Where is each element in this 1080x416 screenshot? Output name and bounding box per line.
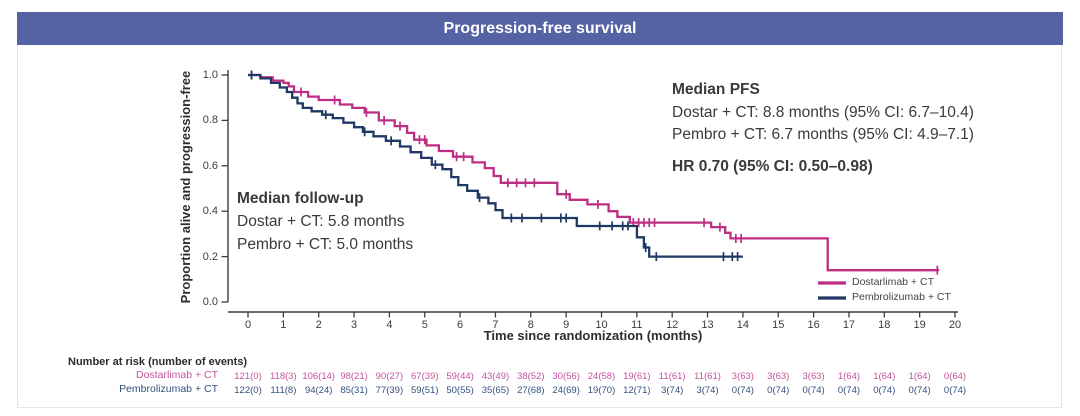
median-pfs-line: Dostar + CT: 8.8 months (95% CI: 6.7–10.…	[672, 103, 974, 121]
risk-cell: 0(74)	[731, 384, 754, 396]
risk-cell: 0(74)	[767, 384, 790, 396]
risk-cell: 11(61)	[694, 370, 721, 382]
risk-cell: 24(58)	[587, 370, 616, 382]
risk-cell: 24(69)	[552, 384, 580, 396]
y-tick-label: 0.0	[202, 296, 218, 308]
x-axis-title: Time since randomization (months)	[483, 328, 703, 343]
risk-cell: 90(27)	[375, 370, 404, 382]
risk-cell: 19(61)	[623, 370, 651, 382]
x-tick-label: 9	[563, 319, 570, 331]
median-pfs-annotation: Median PFS Dostar + CT: 8.8 months (95% …	[672, 79, 974, 178]
risk-cell: 1(64)	[908, 370, 931, 382]
risk-cell: 3(74)	[696, 384, 719, 396]
risk-cell: 85(31)	[340, 384, 368, 396]
x-tick-label: 18	[878, 319, 891, 331]
risk-cell: 3(63)	[802, 370, 825, 382]
x-tick-label: 12	[666, 319, 679, 331]
x-tick-label: 16	[807, 319, 820, 331]
risk-cell: 0(74)	[837, 384, 861, 396]
risk-cell: 11(61)	[658, 370, 686, 382]
risk-cell: 1(64)	[837, 370, 861, 382]
median-pfs-line: Pembro + CT: 6.7 months (95% CI: 4.9–7.1…	[672, 126, 974, 143]
y-tick-label: 0.2	[202, 250, 218, 263]
title-banner: Progression-free survival	[17, 12, 1063, 45]
y-tick-label: 1.0	[202, 69, 218, 81]
x-tick-label: 0	[244, 319, 252, 331]
page-title: Progression-free survival	[443, 19, 637, 37]
risk-table-header: Number at risk (number of events)	[68, 356, 248, 368]
risk-cell: 121(0)	[234, 370, 262, 382]
risk-cell: 43(49)	[481, 370, 510, 382]
risk-cell: 0(74)	[873, 384, 896, 396]
risk-cell: 59(44)	[446, 370, 474, 382]
risk-cell: 3(63)	[767, 370, 790, 382]
risk-cell: 106(14)	[302, 370, 336, 382]
chart-card	[17, 12, 1062, 408]
x-tick-label: 15	[772, 319, 785, 331]
risk-cell: 27(68)	[517, 384, 545, 396]
risk-cell: 77(39)	[375, 384, 404, 396]
risk-row-label: Pembrolizumab + CT	[119, 383, 218, 395]
km-curve	[248, 73, 743, 258]
x-tick-label: 5	[421, 319, 428, 331]
x-tick-label: 14	[736, 319, 750, 331]
risk-cell: 50(55)	[446, 384, 474, 396]
x-tick-label: 6	[457, 319, 464, 331]
median-followup-line: Pembro + CT: 5.0 months	[237, 236, 414, 253]
risk-cell: 122(0)	[234, 384, 262, 396]
x-tick-label: 8	[527, 319, 534, 331]
risk-cell: 59(51)	[411, 384, 439, 396]
x-tick-label: 10	[595, 319, 608, 331]
risk-cell: 1(64)	[873, 370, 896, 382]
risk-cell: 111(8)	[270, 384, 297, 396]
x-tick-label: 1	[280, 319, 287, 331]
hazard-ratio-text: HR 0.70 (95% CI: 0.50–0.98)	[672, 157, 873, 175]
y-tick-label: 0.8	[202, 114, 218, 127]
risk-cell: 67(39)	[411, 370, 439, 382]
x-tick-label: 4	[386, 319, 393, 331]
risk-cell: 0(74)	[802, 384, 825, 396]
x-tick-label: 17	[842, 319, 856, 331]
legend-label: Pembrolizumab + CT	[852, 291, 951, 303]
risk-cell: 118(3)	[269, 370, 297, 382]
risk-cell: 94(24)	[304, 384, 333, 396]
median-followup-line: Dostar + CT: 5.8 months	[237, 213, 405, 230]
risk-cell: 0(74)	[908, 384, 931, 396]
median-pfs-title: Median PFS	[672, 81, 760, 98]
risk-cell: 0(74)	[943, 384, 967, 396]
x-tick-label: 3	[350, 319, 358, 331]
y-tick-label: 0.6	[202, 159, 218, 172]
x-tick-label: 2	[315, 319, 322, 331]
risk-cell: 19(70)	[587, 384, 616, 396]
y-tick-label: 0.4	[202, 205, 218, 218]
risk-row-label: Dostarlimab + CT	[136, 369, 218, 381]
x-tick-label: 20	[948, 319, 962, 331]
median-followup-title: Median follow-up	[237, 190, 364, 207]
x-tick-label: 7	[492, 319, 499, 331]
risk-cell: 0(64)	[943, 370, 967, 382]
risk-cell: 98(21)	[340, 370, 368, 382]
legend-label: Dostarlimab + CT	[852, 276, 934, 288]
median-followup-annotation: Median follow-up Dostar + CT: 5.8 months…	[237, 187, 413, 256]
risk-cell: 38(52)	[517, 370, 545, 382]
risk-cell: 30(56)	[552, 370, 580, 382]
risk-cell: 3(63)	[731, 370, 754, 382]
y-axis-title: Proportion alive and progression-free	[178, 70, 193, 304]
x-tick-label: 13	[701, 319, 714, 331]
x-tick-label: 11	[631, 319, 643, 331]
risk-cell: 3(74)	[661, 384, 684, 396]
x-tick-label: 19	[913, 319, 926, 331]
risk-cell: 35(65)	[481, 384, 510, 396]
risk-cell: 12(71)	[623, 384, 651, 396]
